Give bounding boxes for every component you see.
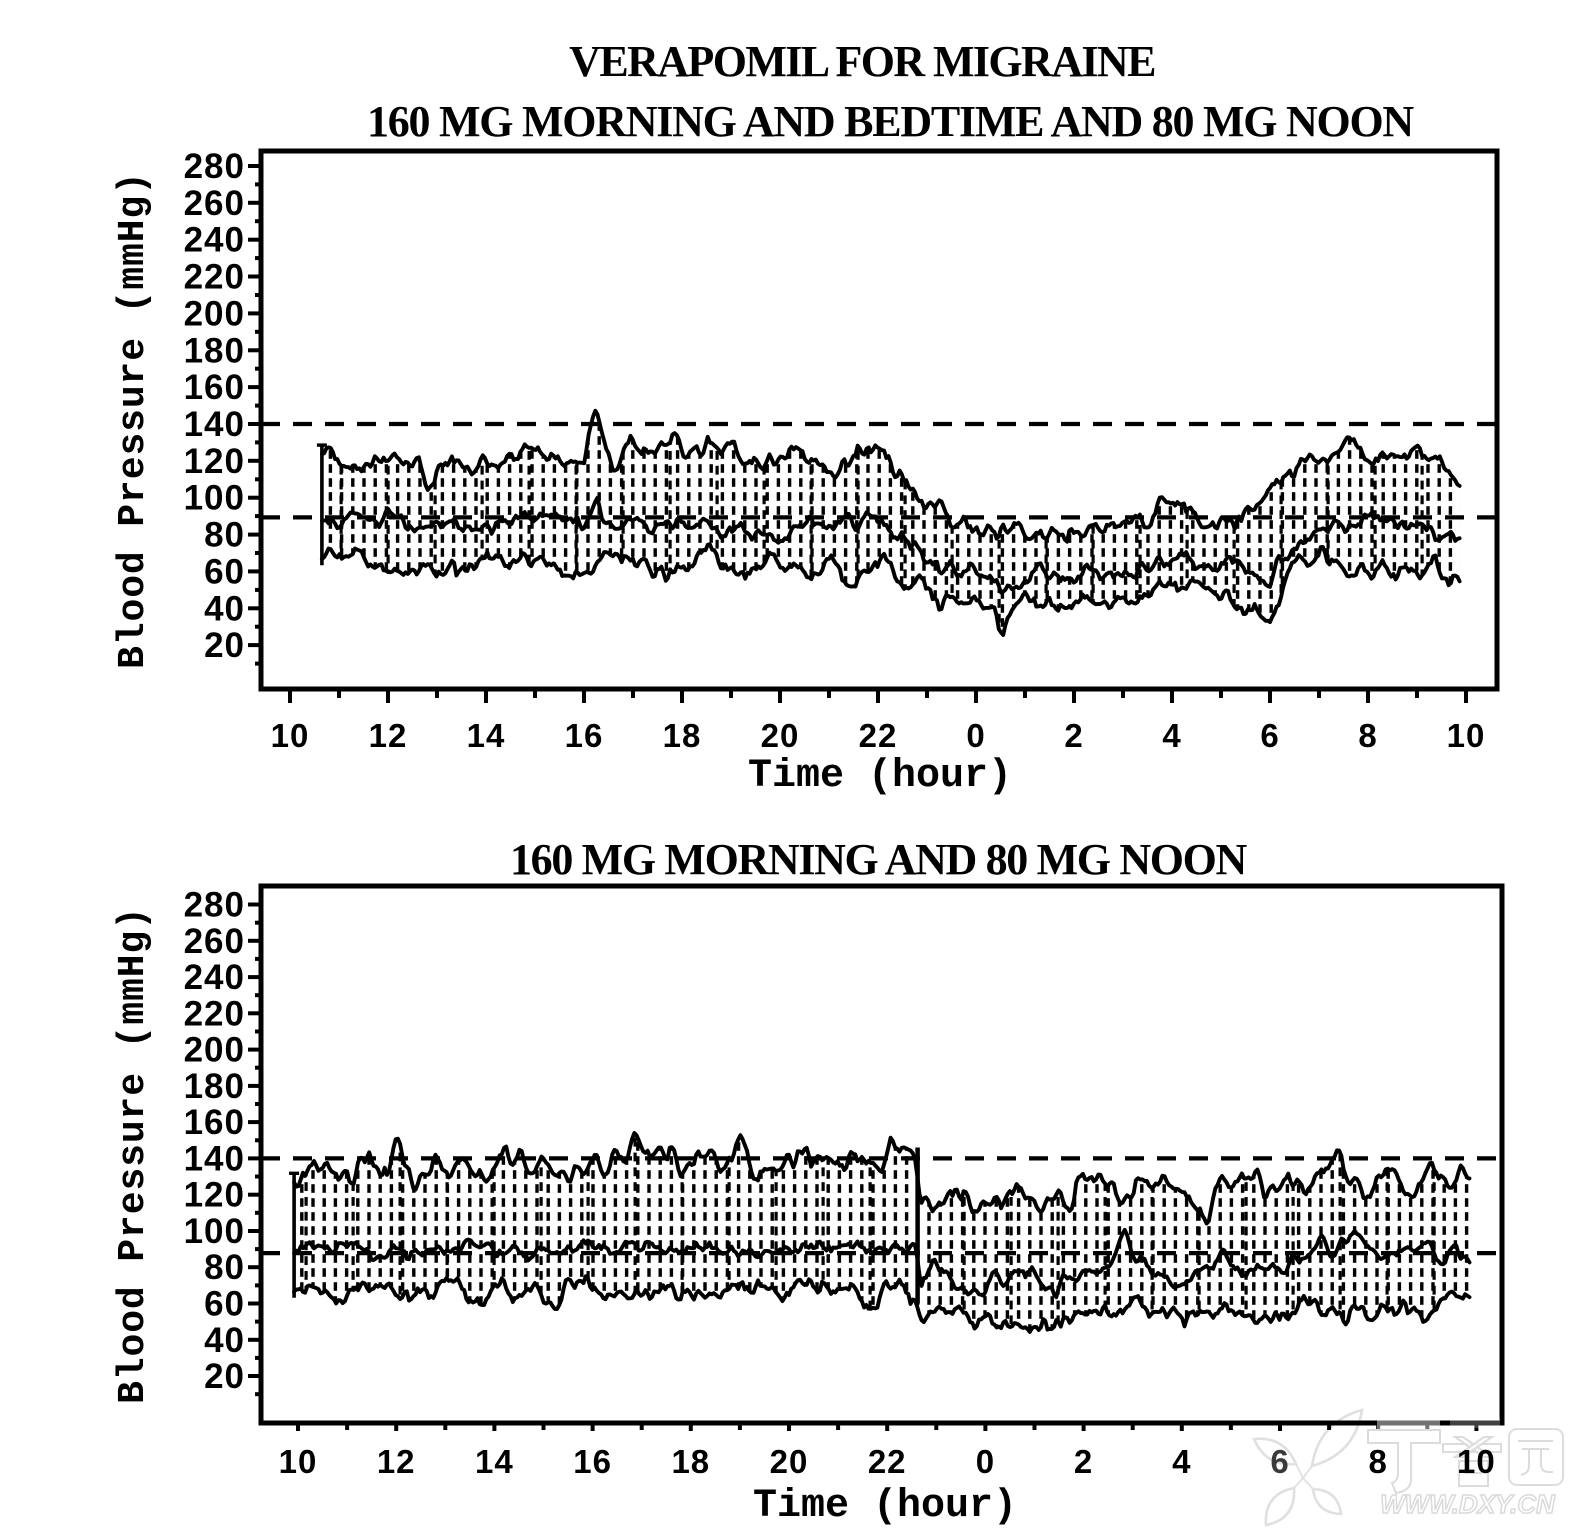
- svg-text:4: 4: [1162, 717, 1181, 754]
- svg-text:VERAPOMIL FOR MIGRAINE: VERAPOMIL FOR MIGRAINE: [569, 37, 1155, 86]
- svg-text:WWW.DXY.CN: WWW.DXY.CN: [1380, 1489, 1556, 1519]
- svg-text:Blood Pressure (mmHg): Blood Pressure (mmHg): [112, 171, 155, 669]
- svg-text:10: 10: [279, 1443, 318, 1480]
- svg-text:22: 22: [868, 1443, 907, 1480]
- svg-text:18: 18: [671, 1443, 710, 1480]
- svg-text:120: 120: [184, 1176, 245, 1215]
- svg-text:0: 0: [976, 1443, 995, 1480]
- svg-text:260: 260: [184, 184, 245, 223]
- svg-text:20: 20: [761, 717, 800, 754]
- svg-text:60: 60: [204, 1285, 245, 1324]
- svg-text:200: 200: [184, 294, 245, 333]
- svg-text:Time (hour): Time (hour): [753, 1484, 1017, 1529]
- svg-text:180: 180: [184, 331, 245, 370]
- svg-text:220: 220: [184, 258, 245, 297]
- svg-text:14: 14: [475, 1443, 514, 1480]
- svg-text:220: 220: [184, 994, 245, 1033]
- svg-text:20: 20: [204, 1357, 245, 1396]
- svg-text:260: 260: [184, 922, 245, 961]
- svg-text:140: 140: [184, 405, 245, 444]
- svg-text:160 MG MORNING AND 80 MG NOON: 160 MG MORNING AND 80 MG NOON: [510, 835, 1248, 884]
- svg-text:140: 140: [184, 1139, 245, 1178]
- svg-text:100: 100: [184, 1212, 245, 1251]
- svg-text:12: 12: [369, 717, 408, 754]
- svg-text:4: 4: [1172, 1443, 1191, 1480]
- svg-text:240: 240: [184, 221, 245, 260]
- svg-text:200: 200: [184, 1031, 245, 1070]
- svg-text:120: 120: [184, 442, 245, 481]
- svg-text:240: 240: [184, 958, 245, 997]
- svg-text:22: 22: [859, 717, 898, 754]
- svg-text:16: 16: [573, 1443, 612, 1480]
- svg-text:0: 0: [966, 717, 985, 754]
- svg-text:10: 10: [1447, 717, 1486, 754]
- svg-text:10: 10: [271, 717, 310, 754]
- svg-text:2: 2: [1074, 1443, 1093, 1480]
- svg-text:12: 12: [377, 1443, 416, 1480]
- svg-text:280: 280: [184, 886, 245, 925]
- svg-text:40: 40: [204, 1321, 245, 1360]
- svg-text:16: 16: [565, 717, 604, 754]
- svg-text:60: 60: [204, 552, 245, 591]
- svg-text:20: 20: [770, 1443, 809, 1480]
- svg-text:Blood Pressure (mmHg): Blood Pressure (mmHg): [112, 906, 155, 1404]
- svg-text:160: 160: [184, 368, 245, 407]
- svg-text:8: 8: [1358, 717, 1377, 754]
- svg-text:Time (hour): Time (hour): [748, 754, 1012, 799]
- svg-text:180: 180: [184, 1067, 245, 1106]
- svg-text:80: 80: [204, 1248, 245, 1287]
- svg-text:10: 10: [1457, 1443, 1496, 1480]
- svg-text:18: 18: [663, 717, 702, 754]
- svg-text:14: 14: [467, 717, 506, 754]
- svg-text:2: 2: [1064, 717, 1083, 754]
- svg-text:100: 100: [184, 479, 245, 518]
- svg-text:8: 8: [1369, 1443, 1388, 1480]
- svg-text:20: 20: [204, 626, 245, 665]
- svg-text:280: 280: [184, 147, 245, 186]
- svg-text:40: 40: [204, 589, 245, 628]
- svg-text:6: 6: [1270, 1443, 1289, 1480]
- svg-text:160 MG MORNING AND BEDTIME AND: 160 MG MORNING AND BEDTIME AND 80 MG NOO…: [367, 97, 1414, 146]
- svg-text:80: 80: [204, 516, 245, 555]
- svg-text:160: 160: [184, 1103, 245, 1142]
- svg-text:6: 6: [1260, 717, 1279, 754]
